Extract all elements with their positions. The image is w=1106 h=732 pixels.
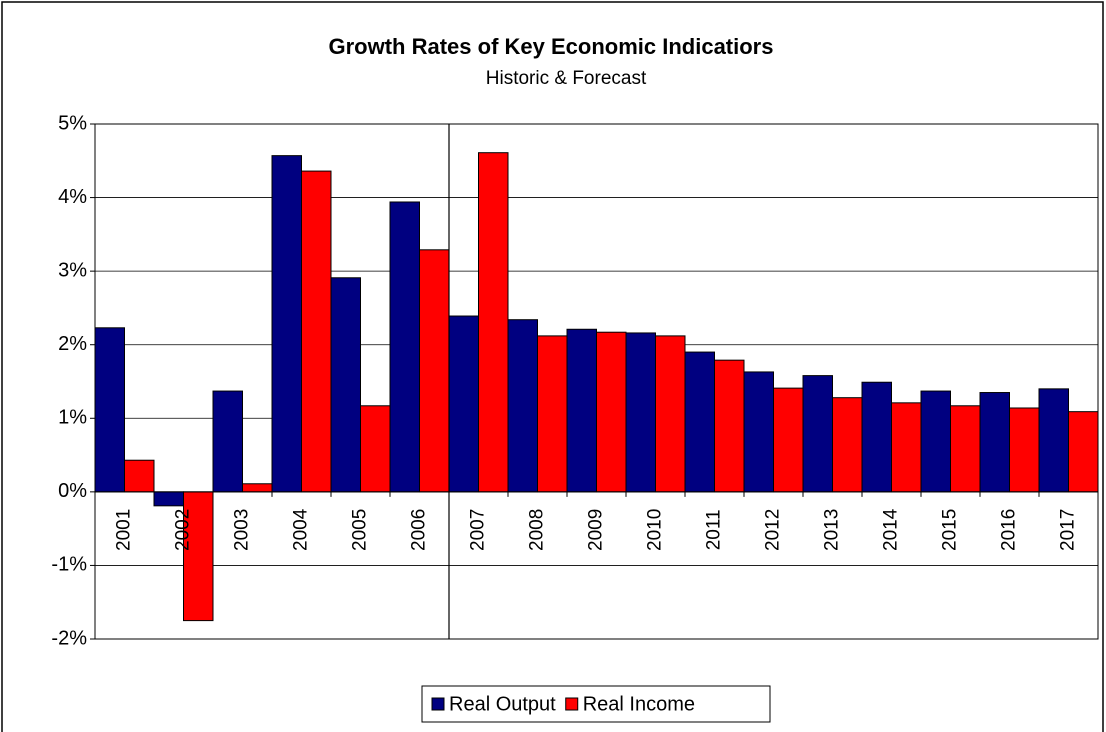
y-tick-label: 5% xyxy=(58,112,87,134)
bar xyxy=(360,405,391,493)
bar xyxy=(478,152,509,493)
bar xyxy=(389,201,420,493)
bar xyxy=(153,491,184,507)
bar xyxy=(94,327,125,493)
bar xyxy=(920,390,951,493)
bar xyxy=(271,155,302,493)
bar xyxy=(242,483,273,493)
y-tick-label: 0% xyxy=(58,480,87,502)
legend-label: Real Income xyxy=(583,693,695,715)
bar xyxy=(183,491,214,622)
y-tick-label: 2% xyxy=(58,333,87,355)
x-tick-label: 2001 xyxy=(114,509,135,551)
bar xyxy=(655,335,686,493)
x-tick-label: 2014 xyxy=(881,508,902,551)
bar xyxy=(802,375,833,493)
chart-title: Growth Rates of Key Economic Indicatiors xyxy=(329,34,774,59)
legend-box xyxy=(421,685,771,723)
bar xyxy=(891,402,922,493)
bar xyxy=(743,371,774,493)
chart-subtitle: Historic & Forecast xyxy=(486,68,647,89)
x-tick-label: 2016 xyxy=(999,509,1020,551)
x-tick-label: 2008 xyxy=(527,509,548,551)
x-tick-label: 2004 xyxy=(291,508,312,551)
bar xyxy=(861,381,892,493)
bar xyxy=(124,459,155,493)
bar xyxy=(684,351,715,493)
bar xyxy=(773,387,804,493)
bar xyxy=(537,335,568,493)
x-tick-label: 2013 xyxy=(822,509,843,551)
bar xyxy=(419,249,450,493)
y-tick-label: -1% xyxy=(51,554,87,576)
x-tick-label: 2015 xyxy=(940,509,961,551)
bar xyxy=(507,319,538,493)
bar xyxy=(448,315,479,493)
x-tick-label: 2010 xyxy=(645,509,666,551)
x-tick-label: 2002 xyxy=(173,509,194,551)
x-tick-label: 2009 xyxy=(586,509,607,551)
bar xyxy=(979,392,1010,493)
x-tick-label: 2003 xyxy=(232,509,253,551)
y-tick-label: -2% xyxy=(51,627,87,649)
x-tick-label: 2017 xyxy=(1058,509,1079,551)
y-tick-label: 4% xyxy=(58,186,87,208)
bar xyxy=(330,277,361,493)
bar xyxy=(212,390,243,493)
legend-swatch xyxy=(431,697,445,711)
bar xyxy=(714,359,745,493)
x-tick-label: 2011 xyxy=(704,509,725,550)
bar xyxy=(1009,407,1040,493)
y-tick-label: 1% xyxy=(58,407,87,429)
bar xyxy=(950,405,981,493)
bar xyxy=(625,332,656,493)
legend-swatch xyxy=(565,697,579,711)
x-tick-label: 2006 xyxy=(409,509,430,551)
bar xyxy=(832,397,863,493)
bar xyxy=(566,328,597,493)
legend-label: Real Output xyxy=(449,693,556,715)
bar xyxy=(596,331,627,493)
x-tick-label: 2005 xyxy=(350,509,371,551)
x-tick-label: 2012 xyxy=(763,509,784,551)
x-tick-label: 2007 xyxy=(468,509,489,551)
bar xyxy=(301,170,332,493)
bar xyxy=(1068,411,1099,493)
bar xyxy=(1038,388,1069,493)
y-tick-label: 3% xyxy=(58,259,87,281)
